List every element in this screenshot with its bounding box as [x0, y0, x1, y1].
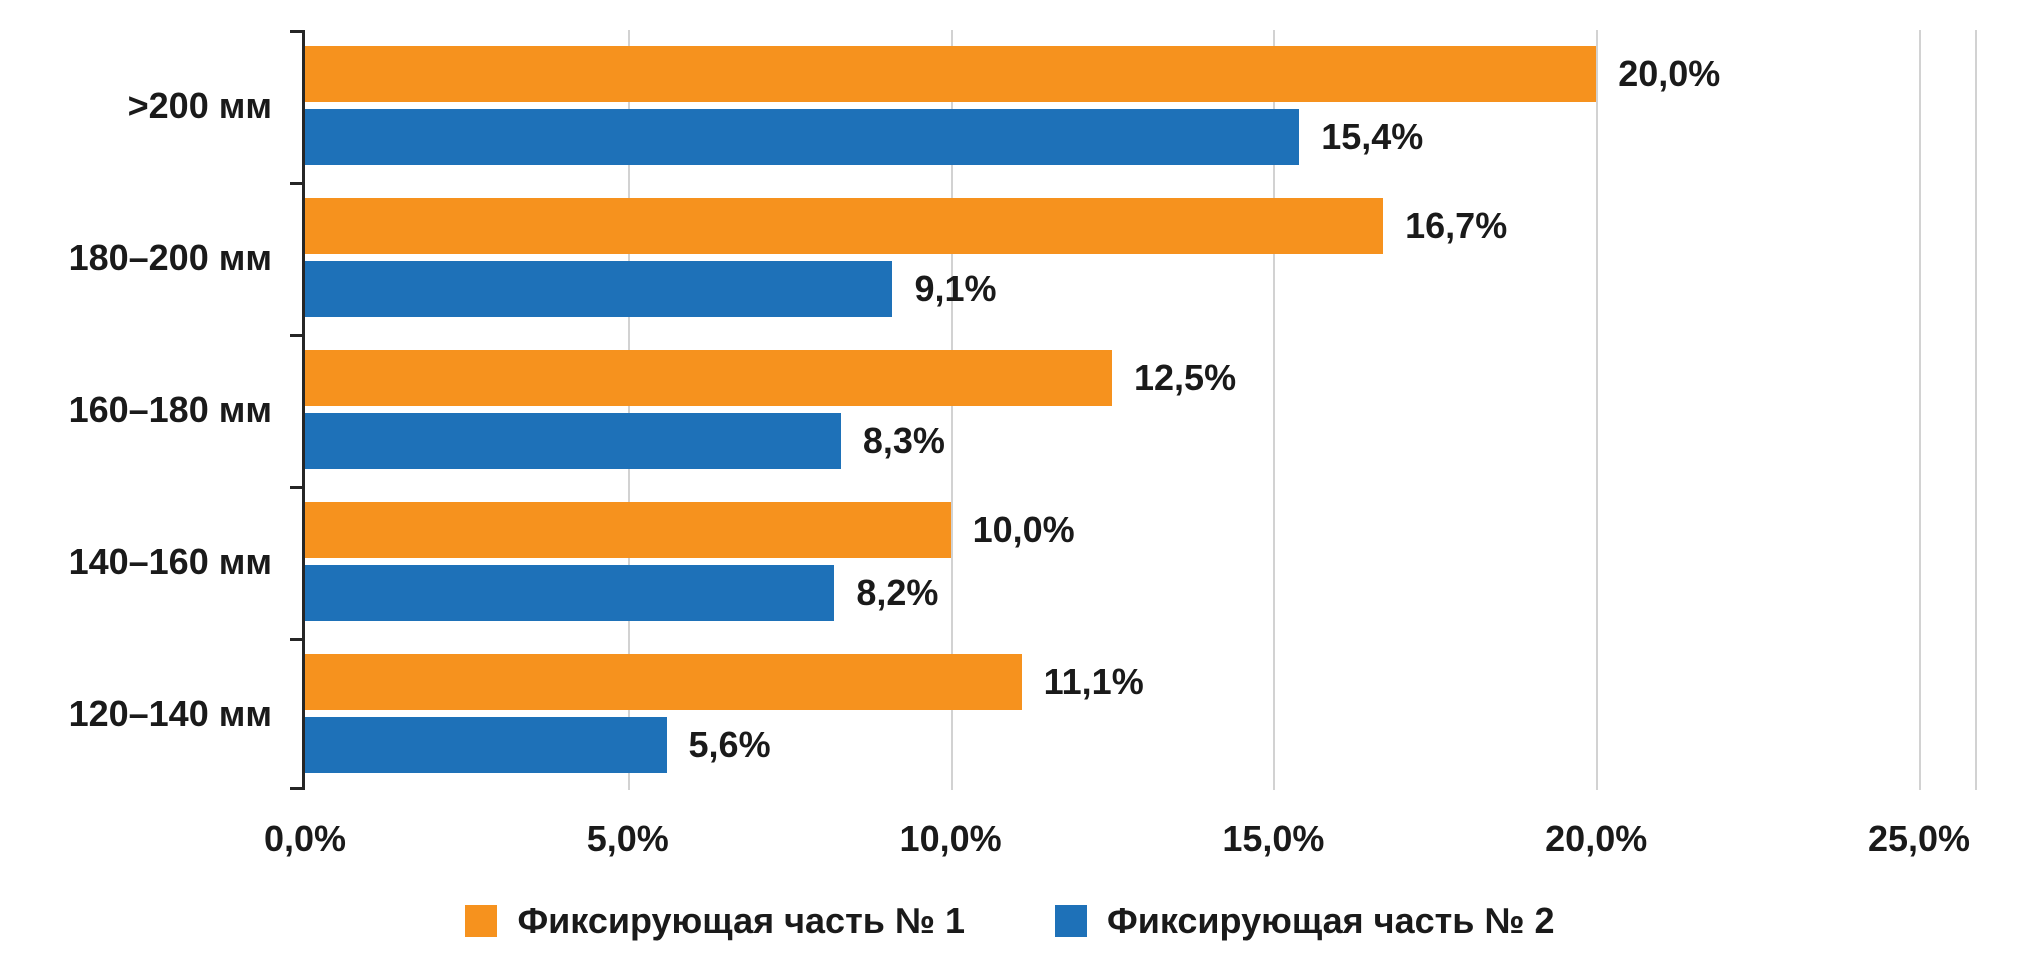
category-row: 16,7% 9,1%: [305, 182, 1975, 334]
gridline: [950, 30, 953, 790]
bar-value-label: 16,7%: [1405, 205, 1508, 246]
bar-value-label: 15,4%: [1321, 116, 1424, 157]
legend: Фиксирующая часть № 1 Фиксирующая часть №…: [0, 900, 2020, 942]
legend-item-series-2: Фиксирующая часть № 2: [1055, 900, 1555, 942]
bar-value-label: 9,1%: [914, 268, 997, 309]
category-row: 10,0% 8,2%: [305, 486, 1975, 638]
category-label: 120–140 мм: [68, 693, 272, 734]
y-axis-tick: [290, 334, 305, 337]
category-label: 160–180 мм: [68, 389, 272, 430]
bar-series-2: 8,2%: [305, 565, 938, 621]
y-axis-tick: [290, 486, 305, 489]
bar-series-2: 5,6%: [305, 717, 771, 773]
legend-label: Фиксирующая часть № 1: [517, 900, 965, 941]
category-row: 11,1% 5,6%: [305, 638, 1975, 790]
x-axis-tick-labels: 0,0% 5,0% 10,0% 15,0% 20,0% 25,0%: [0, 818, 2020, 864]
category-row: 20,0% 15,4%: [305, 30, 1975, 182]
bar-series-2: 15,4%: [305, 109, 1423, 165]
bar-rows: 20,0% 15,4% 16,7% 9,1% 12,5% 8,3% 10,0% 8,2% 11,…: [305, 30, 1975, 790]
gridline: [1596, 30, 1599, 790]
category-label: >200 мм: [127, 85, 272, 126]
y-axis-tick: [290, 30, 305, 33]
legend-item-series-1: Фиксирующая часть № 1: [465, 900, 965, 942]
bar-value-label: 20,0%: [1618, 53, 1721, 94]
y-axis-tick: [290, 787, 305, 790]
bar-series-1: 11,1%: [305, 654, 1144, 710]
bar-series-2: 9,1%: [305, 261, 997, 317]
bar-value-label: 8,3%: [862, 420, 945, 461]
gridline: [1919, 30, 1921, 790]
y-axis-tick: [290, 638, 305, 641]
legend-swatch-icon: [465, 905, 498, 937]
category-label: 180–200 мм: [68, 237, 272, 278]
plot-area: 20,0% 15,4% 16,7% 9,1% 12,5% 8,3% 10,0% 8,2% 11,…: [290, 30, 1977, 790]
bar-value-label: 5,6%: [688, 724, 771, 765]
bar-series-1: 20,0%: [305, 46, 1720, 102]
x-axis-tick-label: 0,0%: [263, 818, 347, 859]
x-axis-tick-label: 25,0%: [1867, 818, 1971, 859]
category-label: 140–160 мм: [68, 541, 272, 582]
legend-label: Фиксирующая часть № 2: [1107, 900, 1555, 941]
gridline: [627, 30, 630, 790]
legend-swatch-icon: [1055, 905, 1087, 937]
bar-series-1: 16,7%: [305, 198, 1507, 254]
y-axis-category-labels: >200 мм 180–200 мм 160–180 мм 140–160 мм 120…: [0, 30, 272, 790]
x-axis-tick-label: 20,0%: [1545, 818, 1648, 859]
x-axis-tick-label: 15,0%: [1222, 818, 1325, 859]
bar-series-2: 8,3%: [305, 413, 945, 469]
gridline: [1273, 30, 1276, 790]
x-axis-tick-label: 10,0%: [899, 818, 1002, 859]
x-axis-tick-label: 5,0%: [586, 818, 669, 859]
bar-value-label: 8,2%: [856, 572, 939, 613]
y-axis-tick: [290, 182, 305, 185]
bar-value-label: 12,5%: [1134, 357, 1237, 398]
bar-series-1: 10,0%: [305, 502, 1075, 558]
bar-value-label: 11,1%: [1043, 661, 1144, 702]
bar-value-label: 10,0%: [972, 509, 1075, 550]
category-row: 12,5% 8,3%: [305, 334, 1975, 486]
bar-series-1: 12,5%: [305, 350, 1236, 406]
